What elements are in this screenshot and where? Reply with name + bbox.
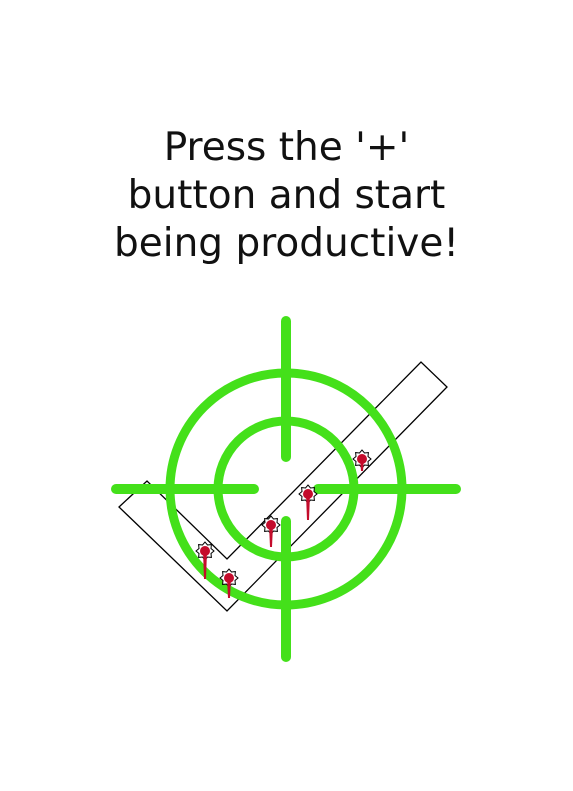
bullet-holes <box>195 449 372 598</box>
bullet-hole-icon <box>195 541 215 579</box>
bullet-hole-icon <box>298 484 318 520</box>
message-line-1: Press the '+' <box>163 125 410 170</box>
empty-state-message: Press the '+' button and start being pro… <box>0 124 573 268</box>
bullet-hole-icon <box>261 515 281 547</box>
bullet-hole-icon <box>352 449 372 471</box>
crosshair-icon <box>111 316 461 662</box>
bullet-hole-icon <box>219 568 239 598</box>
message-line-3: being productive! <box>113 221 459 266</box>
message-line-2: button and start <box>127 173 446 218</box>
